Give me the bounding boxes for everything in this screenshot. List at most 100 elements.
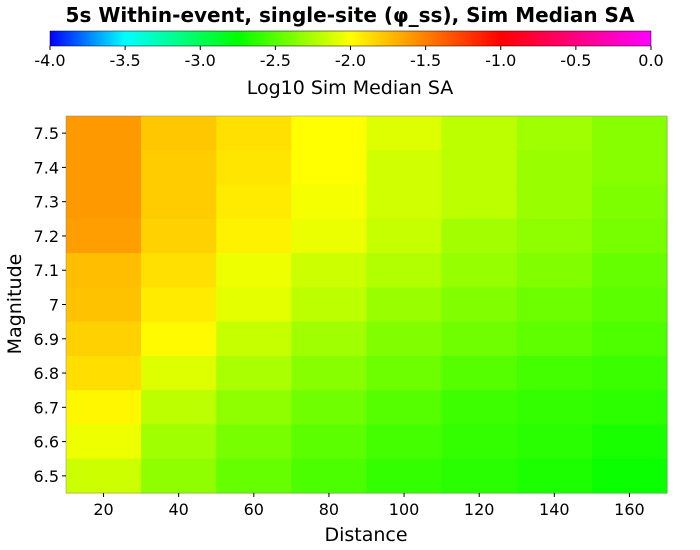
colorbar: -4.0 -3.5 -3.0 -2.5 -2.0 -1.5 -1.0 -0.5 0.0 Log1… <box>34 30 664 99</box>
heatmap-cell <box>66 458 142 494</box>
heatmap-cell <box>366 218 443 254</box>
colorbar-tick-label: -1.5 <box>410 51 441 70</box>
heatmap-cell <box>216 116 292 151</box>
colorbar-tick-label: -4.0 <box>34 51 65 70</box>
heatmap-cell <box>366 150 443 186</box>
heatmap-cell <box>591 150 668 186</box>
heatmap-cell <box>591 218 668 254</box>
heatmap-cell <box>216 321 292 357</box>
heatmap-cell <box>441 355 518 391</box>
colorbar-label: Log10 Sim Median SA <box>247 77 454 99</box>
heatmap-cell <box>591 184 668 220</box>
heatmap-cell <box>66 355 142 391</box>
heatmap-cell <box>216 184 292 220</box>
heatmap-cell <box>366 253 443 288</box>
heatmap-cell <box>216 287 292 323</box>
y-tick-label: 7.3 <box>34 193 59 212</box>
colorbar-tick-label: -2.5 <box>260 51 291 70</box>
heatmap-cell <box>66 116 142 151</box>
heatmap-cell <box>366 458 443 494</box>
heatmap-cell <box>141 321 217 357</box>
heatmap-cell <box>216 458 292 494</box>
heatmap-cell <box>516 355 593 391</box>
y-tick-label: 6.5 <box>34 467 59 486</box>
heatmap-cell <box>516 390 593 426</box>
heatmap-cell <box>141 287 217 323</box>
heatmap-cell <box>516 424 593 460</box>
heatmap-cell <box>516 253 593 288</box>
x-tick-label: 60 <box>244 500 264 519</box>
heatmap-cell <box>66 424 142 460</box>
x-tick-label: 140 <box>539 500 570 519</box>
colorbar-gradient <box>49 30 652 47</box>
heatmap-cell <box>441 253 518 288</box>
heatmap-cell <box>141 355 217 391</box>
heatmap-cell <box>66 287 142 323</box>
y-axis-label: Magnitude <box>4 254 26 355</box>
heatmap-cell <box>441 390 518 426</box>
heatmap-cell <box>516 458 593 494</box>
heatmap-cell <box>66 321 142 357</box>
heatmap-cell <box>516 321 593 357</box>
heatmap-cell <box>366 116 443 151</box>
chart-title: 5s Within-event, single-site (φ_ss), Sim… <box>66 3 635 27</box>
y-tick-label: 6.9 <box>34 330 59 349</box>
heatmap-cells <box>66 116 668 494</box>
heatmap-cell <box>366 424 443 460</box>
heatmap-cell <box>441 424 518 460</box>
heatmap-cell <box>216 218 292 254</box>
heatmap-cell <box>291 321 368 357</box>
heatmap-cell <box>291 218 368 254</box>
y-tick-label: 7.1 <box>34 261 59 280</box>
heatmap-cell <box>216 355 292 391</box>
x-tick-label: 80 <box>319 500 339 519</box>
y-tick-label: 7.2 <box>34 227 59 246</box>
colorbar-tick-label: -3.5 <box>110 51 141 70</box>
heatmap-cell <box>516 287 593 323</box>
heatmap-cell <box>66 390 142 426</box>
heatmap-cell <box>441 287 518 323</box>
heatmap-cell <box>591 253 668 288</box>
heatmap-cell <box>591 321 668 357</box>
colorbar-tick-label: -3.0 <box>185 51 216 70</box>
x-axis-ticks: 20 40 60 80 100 120 140 160 <box>93 493 645 519</box>
heatmap-cell <box>291 424 368 460</box>
heatmap-cell <box>141 116 217 151</box>
colorbar-tick-label: 0.0 <box>638 51 663 70</box>
colorbar-tick-label: -2.0 <box>335 51 366 70</box>
heatmap-cell <box>291 150 368 186</box>
heatmap-cell <box>591 390 668 426</box>
heatmap-cell <box>141 458 217 494</box>
heatmap-cell <box>591 458 668 494</box>
heatmap-cell <box>216 253 292 288</box>
heatmap-cell <box>291 253 368 288</box>
heatmap-cell <box>441 458 518 494</box>
y-tick-label: 6.6 <box>34 433 59 452</box>
heatmap-cell <box>366 390 443 426</box>
heatmap-cell <box>216 150 292 186</box>
heatmap-cell <box>366 287 443 323</box>
heatmap-cell <box>216 424 292 460</box>
heatmap-cell <box>291 116 368 151</box>
heatmap-cell <box>291 355 368 391</box>
y-tick-label: 6.8 <box>34 364 59 383</box>
heatmap-cell <box>216 390 292 426</box>
x-axis-label: Distance <box>324 524 407 546</box>
heatmap-cell <box>516 150 593 186</box>
heatmap-cell <box>141 218 217 254</box>
heatmap-cell <box>66 253 142 288</box>
colorbar-tick-label: -1.0 <box>485 51 516 70</box>
heatmap-cell <box>591 287 668 323</box>
x-tick-label: 120 <box>464 500 495 519</box>
heatmap-cell <box>141 424 217 460</box>
heatmap-cell <box>441 218 518 254</box>
heatmap-cell <box>591 116 668 151</box>
x-tick-label: 20 <box>93 500 113 519</box>
colorbar-tick-label: -0.5 <box>560 51 591 70</box>
heatmap-cell <box>366 321 443 357</box>
heatmap-cell <box>516 184 593 220</box>
heatmap-cell <box>591 424 668 460</box>
heatmap-cell <box>291 390 368 426</box>
x-tick-label: 100 <box>389 500 420 519</box>
